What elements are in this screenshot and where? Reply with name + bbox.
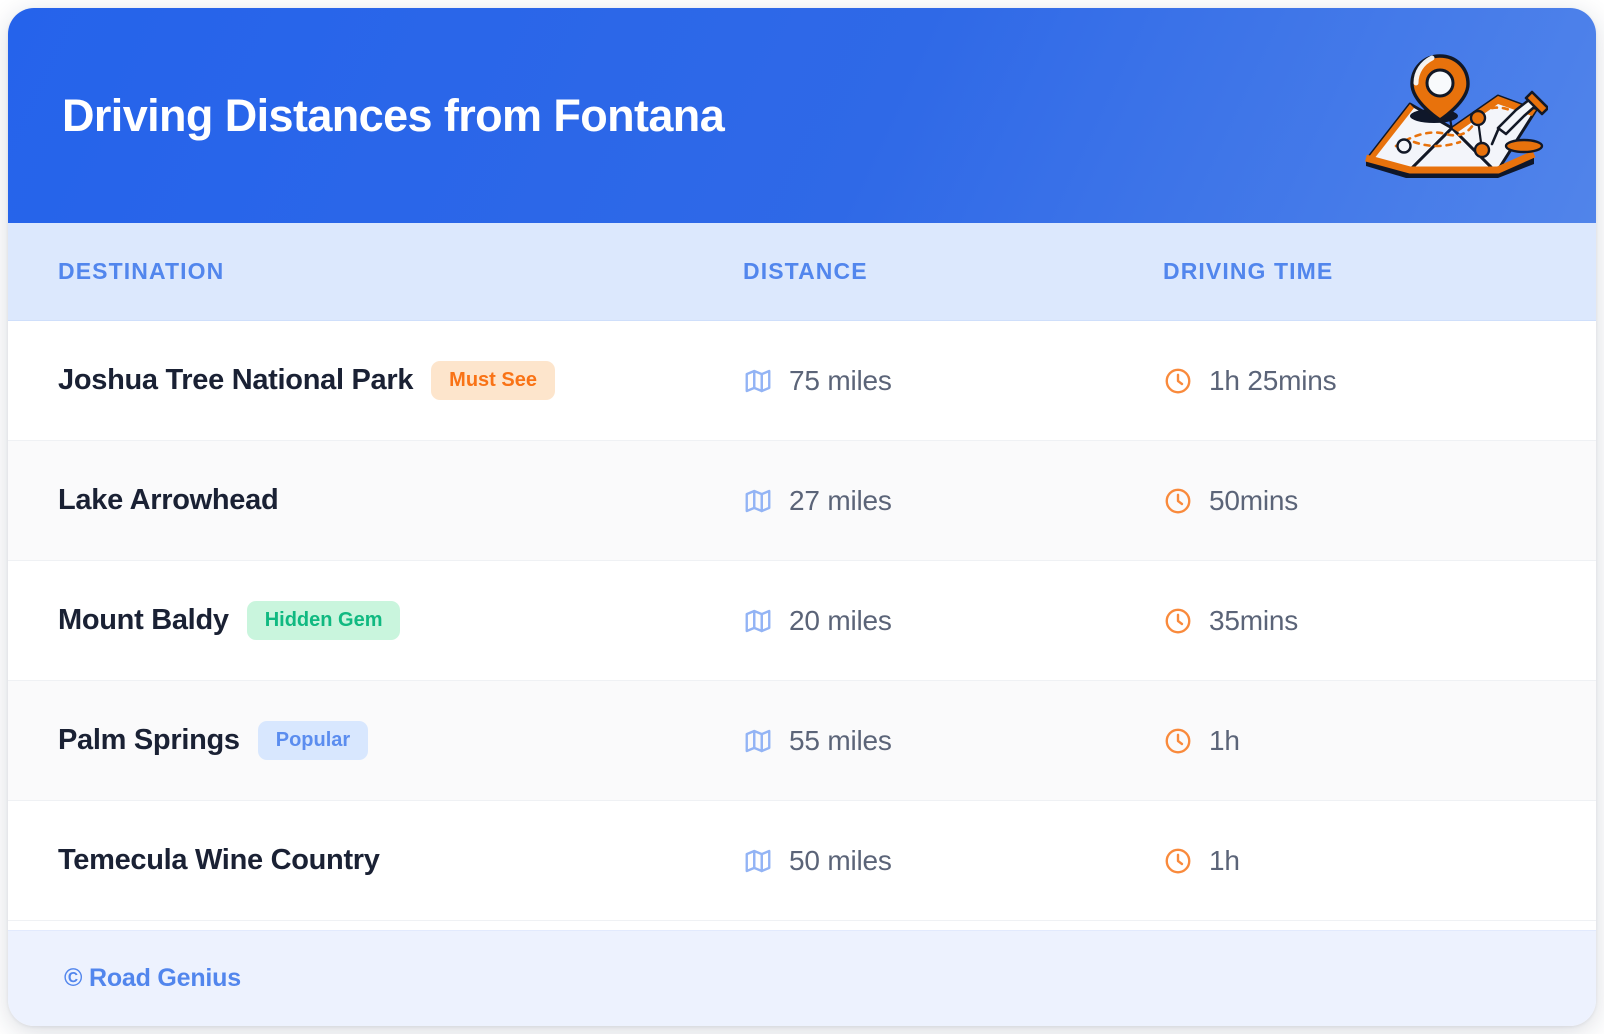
driving-time-value: 35mins [1209, 604, 1299, 636]
folded-map-illustration [1348, 46, 1550, 186]
card-header: Driving Distances from Fontana [8, 8, 1596, 223]
distance-value: 27 miles [789, 484, 892, 516]
driving-time-value: 50mins [1209, 484, 1299, 516]
driving-time-value: 1h [1209, 724, 1240, 756]
distance-cell: 50 miles [743, 845, 1163, 877]
destination-cell: Joshua Tree National Park Must See [8, 361, 743, 400]
map-icon [743, 846, 773, 876]
column-header-destination: DESTINATION [58, 258, 225, 284]
page-title: Driving Distances from Fontana [62, 89, 725, 141]
driving-time-cell: 35mins [1163, 605, 1543, 637]
driving-time-cell: 1h [1163, 725, 1543, 757]
clock-icon [1163, 726, 1193, 756]
driving-time-value: 1h 25mins [1209, 364, 1337, 396]
distance-cell: 55 miles [743, 725, 1163, 757]
table-row[interactable]: Temecula Wine Country 50 miles [8, 801, 1596, 921]
map-icon [743, 366, 773, 396]
driving-time-cell: 1h [1163, 845, 1543, 877]
distances-card: Driving Distances from Fontana [8, 8, 1596, 1026]
destination-name: Mount Baldy [58, 604, 229, 636]
column-header-driving-time: DRIVING TIME [1163, 258, 1334, 284]
clock-icon [1163, 846, 1193, 876]
copyright-text: © Road Genius [64, 964, 241, 992]
status-badge: Must See [431, 361, 555, 400]
distances-table: DESTINATION DISTANCE DRIVING TIME Joshua… [8, 223, 1596, 930]
table-row[interactable]: Mount Baldy Hidden Gem 20 miles [8, 561, 1596, 681]
card-footer: © Road Genius [8, 930, 1596, 1026]
distance-value: 50 miles [789, 844, 892, 876]
destination-cell: Temecula Wine Country [8, 844, 743, 877]
table-body: Joshua Tree National Park Must See 75 mi… [8, 321, 1596, 921]
distance-cell: 20 miles [743, 605, 1163, 637]
clock-icon [1163, 486, 1193, 516]
status-badge: Hidden Gem [246, 601, 401, 640]
destination-name: Joshua Tree National Park [58, 364, 414, 396]
destination-name: Temecula Wine Country [58, 844, 380, 876]
map-icon [743, 486, 773, 516]
destination-cell: Lake Arrowhead [8, 484, 743, 517]
map-icon [743, 606, 773, 636]
clock-icon [1163, 366, 1193, 396]
destination-name: Palm Springs [58, 724, 240, 756]
distance-cell: 75 miles [743, 365, 1163, 397]
distance-cell: 27 miles [743, 485, 1163, 517]
destination-cell: Mount Baldy Hidden Gem [8, 601, 743, 640]
clock-icon [1163, 606, 1193, 636]
destination-name: Lake Arrowhead [58, 484, 279, 516]
table-row[interactable]: Palm Springs Popular 55 miles [8, 681, 1596, 801]
table-header-row: DESTINATION DISTANCE DRIVING TIME [8, 223, 1596, 321]
status-badge: Popular [257, 721, 369, 760]
distance-value: 75 miles [789, 364, 892, 396]
map-icon [743, 726, 773, 756]
driving-time-cell: 1h 25mins [1163, 365, 1543, 397]
distance-value: 55 miles [789, 724, 892, 756]
table-row[interactable]: Lake Arrowhead 27 miles [8, 441, 1596, 561]
driving-time-value: 1h [1209, 844, 1240, 876]
table-row[interactable]: Joshua Tree National Park Must See 75 mi… [8, 321, 1596, 441]
column-header-distance: DISTANCE [743, 258, 868, 284]
distance-value: 20 miles [789, 604, 892, 636]
destination-cell: Palm Springs Popular [8, 721, 743, 760]
driving-time-cell: 50mins [1163, 485, 1543, 517]
